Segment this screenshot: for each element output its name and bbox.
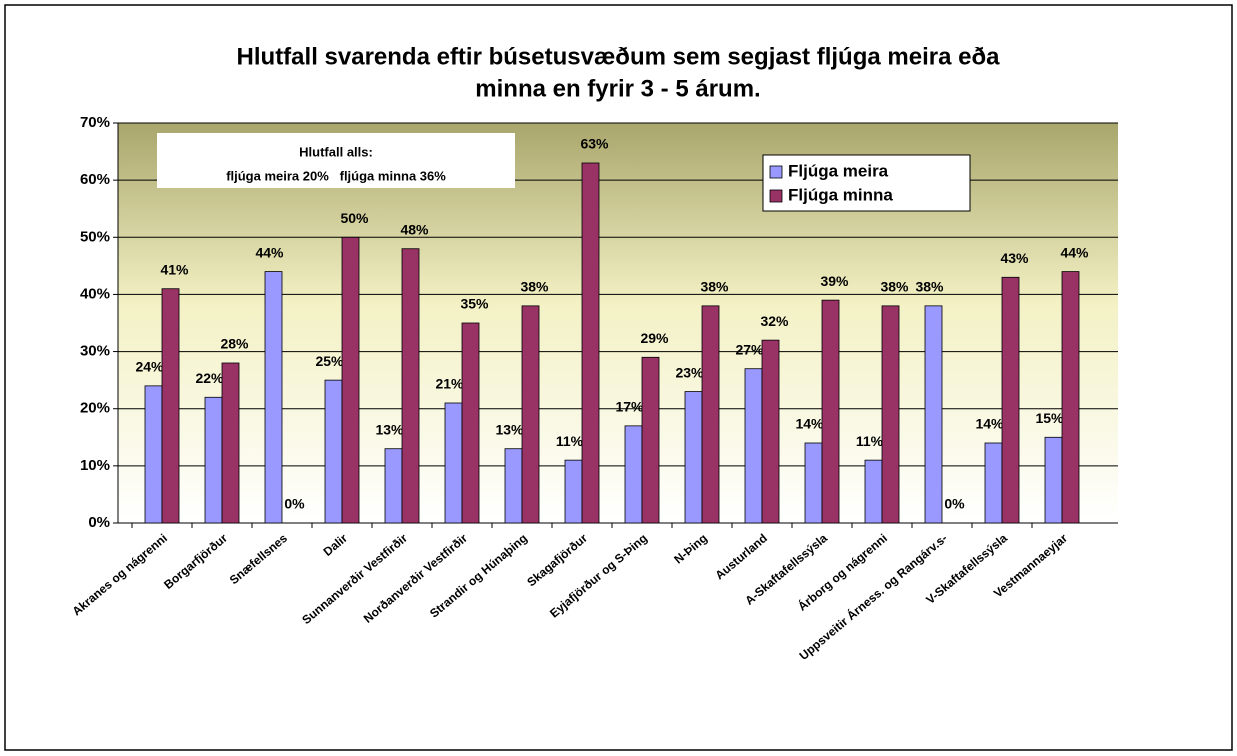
- bar: [504, 448, 523, 524]
- y-tick-label: 0%: [88, 514, 110, 531]
- bar: [684, 391, 703, 524]
- y-tick-label: 40%: [80, 285, 110, 302]
- bar: [324, 379, 343, 524]
- y-tick-label: 20%: [80, 400, 110, 417]
- chart-title: minna en fyrir 3 - 5 árum.: [475, 75, 760, 102]
- data-label: 38%: [880, 279, 909, 295]
- bar: [1044, 436, 1063, 524]
- data-label: 0%: [284, 496, 305, 512]
- bar: [641, 356, 660, 524]
- bar: [221, 362, 240, 524]
- bar: [624, 425, 643, 524]
- legend-label: Fljúga meira: [788, 161, 889, 180]
- data-label: 63%: [580, 136, 609, 152]
- chart-title: Hlutfall svarenda eftir búsetusvæðum sem…: [237, 43, 1001, 70]
- y-tick-label: 70%: [80, 114, 110, 131]
- data-label: 44%: [255, 244, 284, 260]
- bar: [341, 236, 360, 524]
- data-label: 15%: [1035, 410, 1064, 426]
- data-label: 24%: [135, 359, 164, 375]
- bar: [204, 396, 223, 524]
- y-tick-label: 60%: [80, 171, 110, 188]
- data-label: 14%: [795, 416, 824, 432]
- bar: [761, 339, 780, 524]
- bar: [1001, 276, 1020, 524]
- data-label: 38%: [520, 279, 549, 295]
- data-label: 27%: [735, 341, 764, 357]
- y-tick-label: 50%: [80, 228, 110, 245]
- data-label: 32%: [760, 313, 789, 329]
- bar: [804, 442, 823, 524]
- bar: [564, 459, 583, 524]
- data-label: 43%: [1000, 250, 1029, 266]
- legend-swatch: [769, 165, 783, 179]
- bar: [521, 305, 540, 524]
- bar: [701, 305, 720, 524]
- data-label: 22%: [195, 370, 224, 386]
- bar: [144, 385, 163, 524]
- legend-label: Fljúga minna: [788, 185, 893, 204]
- bar: [924, 305, 943, 524]
- y-tick-label: 30%: [80, 343, 110, 360]
- annotation-box: [157, 133, 515, 188]
- legend-swatch: [769, 189, 783, 203]
- bar: [821, 299, 840, 524]
- bar: [864, 459, 883, 524]
- data-label: 11%: [556, 433, 584, 449]
- data-label: 38%: [700, 279, 729, 295]
- data-label: 28%: [220, 336, 249, 352]
- data-label: 35%: [460, 296, 489, 312]
- bar: [881, 305, 900, 524]
- bar: [161, 288, 180, 524]
- data-label: 14%: [975, 416, 1004, 432]
- bar: [401, 248, 420, 524]
- data-label: 23%: [675, 364, 704, 380]
- data-label: 50%: [340, 210, 369, 226]
- bar: [384, 448, 403, 524]
- data-label: 39%: [820, 273, 849, 289]
- data-label: 13%: [495, 421, 524, 437]
- data-label: 29%: [640, 330, 669, 346]
- bar: [581, 162, 600, 524]
- data-label: 38%: [915, 279, 944, 295]
- bar: [264, 271, 283, 524]
- data-label: 21%: [435, 376, 464, 392]
- bar: [461, 322, 480, 524]
- data-label: 0%: [944, 496, 965, 512]
- y-tick-label: 10%: [80, 457, 110, 474]
- bar: [984, 442, 1003, 524]
- bar: [444, 402, 463, 524]
- data-label: 13%: [375, 421, 404, 437]
- data-label: 17%: [615, 399, 644, 415]
- bar: [744, 368, 763, 524]
- annotation: Hlutfall alls:: [299, 144, 373, 159]
- data-label: 11%: [856, 433, 884, 449]
- bar: [1061, 271, 1080, 524]
- legend-box: [762, 154, 971, 212]
- data-label: 48%: [400, 221, 429, 237]
- data-label: 41%: [160, 261, 189, 277]
- data-label: 25%: [315, 353, 344, 369]
- annotation: fljúga meira 20% fljúga minna 36%: [226, 168, 446, 183]
- data-label: 44%: [1060, 244, 1089, 260]
